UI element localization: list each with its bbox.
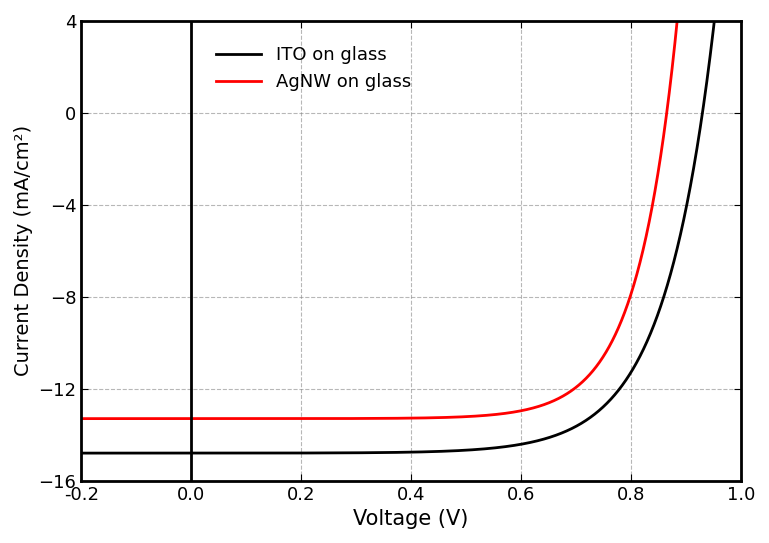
AgNW on glass	[358, 415, 368, 422]
ITO on glass	[358, 450, 368, 456]
ITO on glass	[652, 314, 661, 320]
AgNW on glass	[77, 415, 86, 422]
AgNW on glass	[652, 176, 661, 183]
ITO on glass	[191, 450, 200, 456]
ITO on glass	[152, 450, 161, 456]
Legend: ITO on glass, AgNW on glass: ITO on glass, AgNW on glass	[209, 39, 418, 99]
AgNW on glass	[152, 415, 161, 422]
ITO on glass	[77, 450, 86, 456]
Line: AgNW on glass: AgNW on glass	[82, 0, 741, 419]
Line: ITO on glass: ITO on glass	[82, 0, 741, 453]
Y-axis label: Current Density (mA/cm²): Current Density (mA/cm²)	[14, 125, 33, 376]
X-axis label: Voltage (V): Voltage (V)	[354, 509, 469, 529]
AgNW on glass	[191, 415, 200, 422]
ITO on glass	[330, 450, 339, 456]
AgNW on glass	[330, 415, 339, 422]
